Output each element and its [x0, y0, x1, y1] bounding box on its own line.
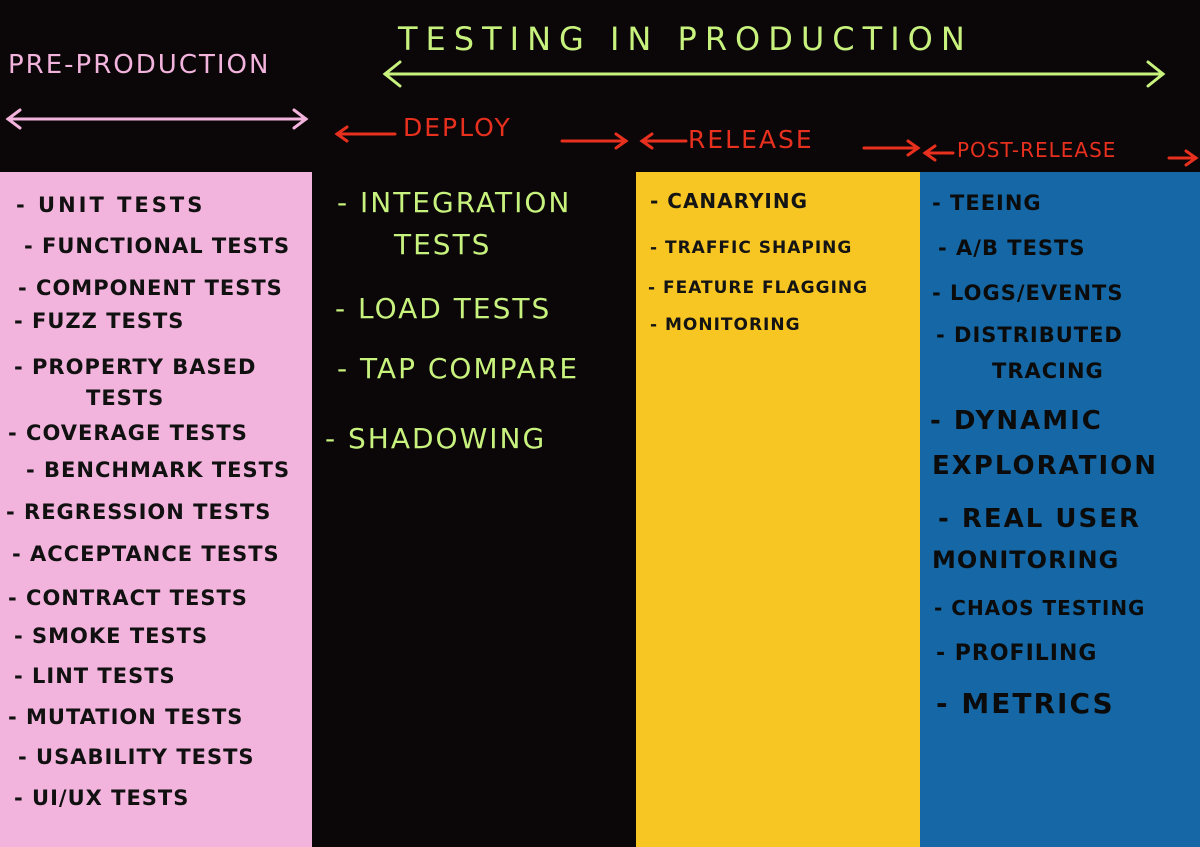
- list-item: tests: [394, 228, 492, 261]
- list-item: - Benchmark tests: [26, 458, 291, 482]
- release-arrows: [639, 132, 921, 157]
- list-item: - Unit tests: [16, 193, 206, 217]
- list-item: tests: [86, 386, 165, 410]
- list-item: - Fuzz tests: [14, 309, 185, 333]
- list-item: - Feature flagging: [648, 278, 869, 298]
- list-item: - A/B tests: [938, 236, 1086, 260]
- list-item: - Load tests: [335, 292, 552, 325]
- list-item: - Mutation tests: [8, 705, 244, 729]
- list-item: - Smoke tests: [14, 624, 209, 648]
- list-item: - Metrics: [936, 687, 1115, 720]
- list-item: - Lint tests: [14, 664, 176, 688]
- list-item: - Coverage tests: [8, 421, 248, 445]
- post-release-column: [920, 172, 1200, 847]
- list-item: - Contract tests: [8, 586, 248, 610]
- list-item: - Teeing: [932, 191, 1042, 215]
- list-item: - Tap compare: [337, 352, 580, 385]
- list-item: - Monitoring: [650, 315, 801, 335]
- deploy-arrows: [334, 125, 629, 150]
- list-item: - Logs/Events: [932, 281, 1124, 305]
- pre-production-column: [0, 172, 312, 847]
- release-column: [636, 172, 920, 847]
- post-release-heading: Post-Release: [957, 138, 1117, 162]
- list-item: - UI/UX tests: [14, 786, 190, 810]
- release-heading: Release: [688, 125, 814, 154]
- list-item: - Integration: [337, 186, 572, 219]
- list-item: - Canarying: [650, 189, 809, 213]
- testing-in-production-heading: Testing in Production: [398, 20, 973, 58]
- list-item: - Chaos testing: [934, 596, 1146, 620]
- list-item: exploration: [932, 451, 1159, 481]
- testing-in-production-arrow: [382, 60, 1166, 88]
- pre-production-heading: Pre-Production: [8, 50, 271, 80]
- list-item: - Regression tests: [6, 500, 272, 524]
- list-item: - Component tests: [18, 276, 283, 300]
- pre-production-arrow: [5, 108, 309, 130]
- list-item: - Traffic shaping: [650, 238, 853, 258]
- list-item: - Real user: [938, 504, 1141, 534]
- list-item: monitoring: [932, 546, 1120, 574]
- list-item: - Functional tests: [24, 234, 291, 258]
- post-release-arrows: [922, 144, 1199, 167]
- list-item: - Profiling: [936, 641, 1098, 666]
- list-item: - Acceptance tests: [12, 542, 280, 566]
- list-item: tracing: [992, 359, 1104, 383]
- list-item: - Usability tests: [18, 745, 255, 769]
- list-item: - Distributed: [936, 323, 1123, 347]
- list-item: - Property based: [14, 355, 257, 379]
- list-item: - Dynamic: [930, 406, 1103, 436]
- list-item: - Shadowing: [325, 422, 547, 455]
- deploy-heading: Deploy: [403, 113, 512, 142]
